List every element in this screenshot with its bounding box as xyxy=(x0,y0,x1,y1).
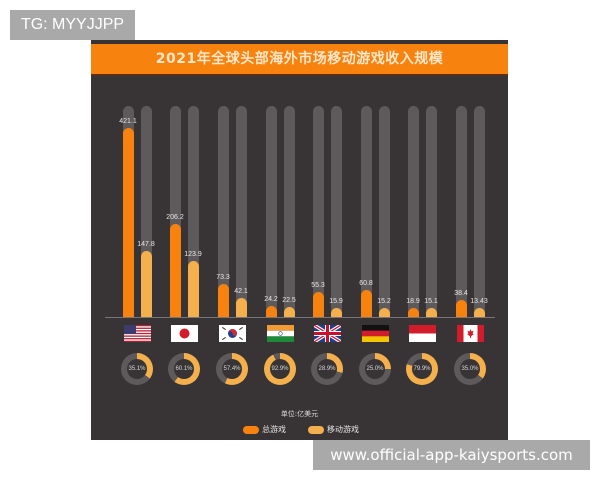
title-bar: 2021年全球头部海外市场移动游戏收入规模 xyxy=(91,44,508,76)
legend-label-mobile: 移动游戏 xyxy=(327,425,359,434)
value-label-mobile: 15.2 xyxy=(377,298,391,305)
bar-mobile-games xyxy=(473,308,485,317)
mobile-share-label: 92.9% xyxy=(270,359,290,379)
uk-flag xyxy=(313,325,341,342)
value-label-mobile: 15.9 xyxy=(329,298,343,305)
bar-track xyxy=(455,106,467,317)
watermark-top: TG: MYYJJPP xyxy=(10,10,135,40)
bar-total-games xyxy=(455,299,467,317)
bar-track xyxy=(330,106,342,317)
bar-track xyxy=(235,106,247,317)
mobile-share-label: 35.1% xyxy=(127,359,147,379)
mobile-share-label: 35.0% xyxy=(460,359,480,379)
value-label-mobile: 42.1 xyxy=(234,288,248,296)
legend-swatch-total xyxy=(243,425,259,434)
plot-area: 421.1 147.8 35.1% 206.2 123.9 60.1% 73.3 42.1 57… xyxy=(91,40,508,440)
bar-total-games xyxy=(265,306,277,317)
bar-mobile-games xyxy=(425,308,437,317)
mobile-share-label: 79.9% xyxy=(412,359,432,379)
bar-total-games xyxy=(312,292,324,317)
us-flag xyxy=(123,325,151,342)
mobile-share-donut: 25.0% xyxy=(359,353,391,385)
value-label-total: 24.2 xyxy=(264,296,278,304)
x-axis-baseline xyxy=(105,317,495,318)
value-label-total: 206.2 xyxy=(166,214,184,222)
mobile-share-donut: 60.1% xyxy=(168,353,200,385)
mobile-share-donut: 28.9% xyxy=(311,353,343,385)
germany-flag xyxy=(361,325,389,342)
value-label-mobile: 13.43 xyxy=(470,298,488,305)
bar-mobile-games xyxy=(187,261,199,317)
bar-track xyxy=(169,106,181,317)
bar-total-games xyxy=(360,289,372,317)
bar-track xyxy=(378,106,390,317)
bar-track xyxy=(473,106,485,317)
value-label-mobile: 147.8 xyxy=(137,240,155,248)
legend-item-total: 总游戏 xyxy=(243,424,286,435)
bar-mobile-games xyxy=(283,306,295,317)
chart-title: 2021年全球头部海外市场移动游戏收入规模 xyxy=(155,51,444,67)
indonesia-flag xyxy=(408,325,436,342)
bar-mobile-games xyxy=(140,250,152,317)
bar-mobile-games xyxy=(235,298,247,317)
bar-total-games xyxy=(122,127,134,317)
south-korea-flag xyxy=(218,325,246,342)
value-label-total: 55.3 xyxy=(311,282,325,290)
mobile-share-label: 28.9% xyxy=(317,359,337,379)
legend-label-total: 总游戏 xyxy=(262,425,286,434)
japan-flag xyxy=(170,325,198,342)
bar-track xyxy=(425,106,437,317)
bar-track xyxy=(312,106,324,317)
bar-track xyxy=(217,106,229,317)
value-label-mobile: 15.1 xyxy=(424,298,438,305)
canada-flag xyxy=(456,325,484,342)
bar-track xyxy=(360,106,372,317)
unit-label: 单位:亿美元 xyxy=(280,410,319,418)
mobile-share-donut: 35.1% xyxy=(121,353,153,385)
bar-track xyxy=(265,106,277,317)
value-label-mobile: 123.9 xyxy=(184,251,202,259)
value-label-total: 421.1 xyxy=(119,117,137,125)
legend-swatch-mobile xyxy=(308,425,324,434)
bar-track xyxy=(187,106,199,317)
bar-total-games xyxy=(407,308,419,317)
value-label-total: 73.3 xyxy=(216,274,230,282)
value-label-mobile: 22.5 xyxy=(282,296,296,304)
bar-mobile-games xyxy=(330,308,342,317)
value-label-total: 60.8 xyxy=(359,279,373,287)
bar-total-games xyxy=(169,224,181,317)
india-flag xyxy=(266,325,294,342)
bar-mobile-games xyxy=(378,308,390,317)
bar-total-games xyxy=(217,284,229,317)
bar-track xyxy=(140,106,152,317)
value-label-total: 38.4 xyxy=(454,289,468,297)
legend-item-mobile: 移动游戏 xyxy=(308,424,359,435)
legend: 总游戏 移动游戏 xyxy=(91,424,508,436)
bar-track xyxy=(407,106,419,317)
value-label-total: 18.9 xyxy=(406,298,420,305)
mobile-share-donut: 79.9% xyxy=(406,353,438,385)
mobile-share-donut: 92.9% xyxy=(264,353,296,385)
mobile-share-donut: 35.0% xyxy=(454,353,486,385)
bar-track xyxy=(283,106,295,317)
mobile-share-label: 57.4% xyxy=(222,359,242,379)
chart-panel: 2021年全球头部海外市场移动游戏收入规模 421.1 147.8 35.1% 206… xyxy=(91,40,508,440)
mobile-share-label: 25.0% xyxy=(365,359,385,379)
watermark-bottom: www.official-app-kaiysports.com xyxy=(313,440,590,470)
mobile-share-label: 60.1% xyxy=(174,359,194,379)
mobile-share-donut: 57.4% xyxy=(216,353,248,385)
